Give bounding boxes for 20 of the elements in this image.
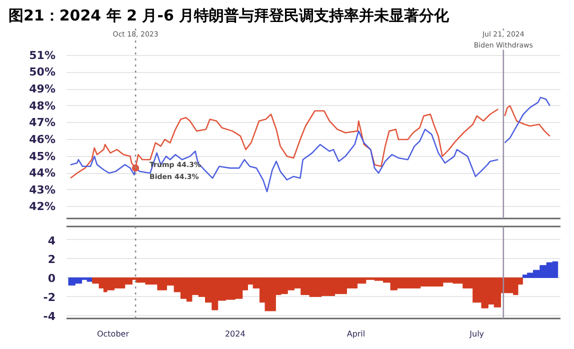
y-tick-label: 0 <box>48 272 56 286</box>
y-tick-label: 4 <box>48 234 56 248</box>
x-tick-label: October <box>96 330 130 338</box>
y-tick-label: 46% <box>29 132 56 146</box>
y-tick-label: 45% <box>29 150 56 163</box>
y-tick-label: 48% <box>29 99 56 112</box>
x-tick-label: July <box>468 330 484 338</box>
y-tick-label: 2 <box>48 253 56 266</box>
y-tick-label: 47% <box>29 116 56 130</box>
y-tick-label: 50% <box>29 66 56 79</box>
y-tick-label: 43% <box>29 183 56 196</box>
y-tick-label: 49% <box>29 82 56 96</box>
y-tick-label: 44% <box>29 166 56 180</box>
y-tick-label: 42% <box>29 200 56 214</box>
x-tick-label: April <box>346 330 366 338</box>
chart-title: 图21：2024 年 2 月-6 月特朗普与拜登民调支持率并未显著分化 <box>8 6 450 24</box>
y-tick-label: -2 <box>43 291 56 304</box>
y-tick-label: 51% <box>29 48 56 62</box>
x-tick-label: 2024 <box>224 330 246 338</box>
y-tick-label: -4 <box>43 310 56 324</box>
